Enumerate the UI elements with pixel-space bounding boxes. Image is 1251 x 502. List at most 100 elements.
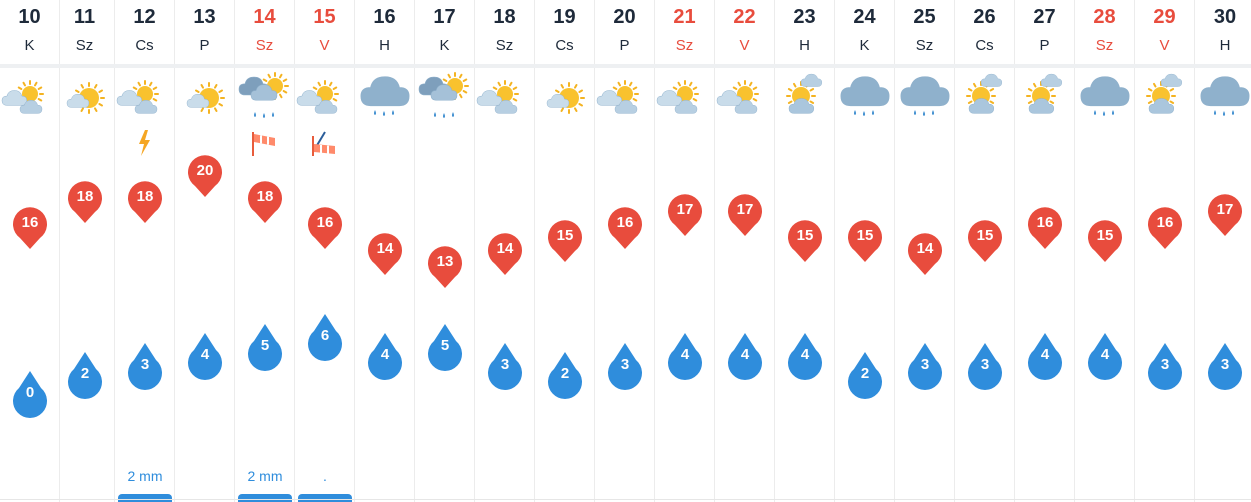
day-number: 18 <box>493 6 516 28</box>
temperature-marker: 14 <box>355 231 415 283</box>
temperature-marker: 16 <box>1135 205 1195 257</box>
raindrop-icon <box>428 323 462 371</box>
raindrop-icon <box>248 323 282 371</box>
day-column[interactable]: 25 Sz 14 3 <box>895 0 955 502</box>
raindrop-icon <box>308 314 342 361</box>
day-column[interactable]: 10 K 16 0 <box>0 0 60 502</box>
raindrop-icon <box>668 333 702 380</box>
day-number: 27 <box>1033 6 1056 28</box>
temperature-pin-icon <box>1028 207 1062 249</box>
day-number: 13 <box>193 6 216 28</box>
rain-marker: 0 <box>0 367 60 419</box>
header-separator <box>0 64 1251 68</box>
weather-icon <box>715 70 775 126</box>
day-of-week: Cs <box>135 37 154 54</box>
temperature-value: 15 <box>1096 227 1114 244</box>
day-column[interactable]: 11 Sz 18 2 <box>55 0 115 502</box>
temperature-pin-icon <box>548 220 582 262</box>
day-column[interactable]: 30 H 17 3 <box>1195 0 1251 502</box>
temperature-value: 15 <box>796 227 814 244</box>
temperature-pin-icon <box>968 220 1002 262</box>
day-number: 10 <box>18 6 41 28</box>
temperature-pin-icon <box>68 181 102 223</box>
temperature-value: 15 <box>976 227 994 244</box>
day-column[interactable]: 23 H 15 4 <box>775 0 835 502</box>
temperature-pin-icon <box>788 220 822 262</box>
temperature-marker: 17 <box>655 192 715 244</box>
rain-value: 2 <box>560 365 570 382</box>
rain-cloud-icon <box>360 76 410 116</box>
rain-value: 4 <box>800 346 810 363</box>
precipitation-bar <box>118 494 172 502</box>
rain-marker: 4 <box>1015 329 1075 381</box>
day-column[interactable]: 27 P 16 4 <box>1015 0 1075 502</box>
temperature-value: 13 <box>436 253 454 270</box>
rain-value: 4 <box>680 346 690 363</box>
partly-cloudy-icon <box>656 80 699 114</box>
sun-cloud-rain-icon <box>418 72 469 118</box>
weather-icon <box>355 70 415 126</box>
day-column[interactable]: 28 Sz 15 4 <box>1075 0 1135 502</box>
day-column[interactable]: 17 K 13 5 <box>415 0 475 502</box>
day-column[interactable]: 26 Cs 15 3 <box>955 0 1015 502</box>
temperature-marker: 17 <box>715 192 775 244</box>
rain-marker: 4 <box>355 329 415 381</box>
sunny-icon <box>66 82 105 114</box>
temperature-value: 20 <box>196 162 214 179</box>
temperature-value: 17 <box>676 201 694 218</box>
weather-icon <box>535 70 595 126</box>
mostly-cloudy-icon <box>966 73 1003 114</box>
rain-value: 3 <box>500 355 510 373</box>
mostly-cloudy-icon <box>1146 73 1183 114</box>
day-column[interactable]: 21 Sz 17 4 <box>655 0 715 502</box>
temperature-marker: 16 <box>1015 205 1075 257</box>
temperature-value: 18 <box>136 188 154 205</box>
rain-value: 3 <box>140 355 150 373</box>
rain-value: 5 <box>440 336 450 354</box>
rain-marker: 4 <box>775 329 835 381</box>
rain-marker: 5 <box>415 320 475 372</box>
day-of-week: Sz <box>915 37 934 54</box>
day-number: 14 <box>253 6 276 28</box>
day-column[interactable]: 15 V 16 <box>295 0 355 502</box>
day-column[interactable]: 20 P 16 3 <box>595 0 655 502</box>
raindrop-icon <box>68 352 102 399</box>
raindrop-icon <box>488 342 522 390</box>
partly-cloudy-icon <box>1 80 44 114</box>
raindrop-icon <box>368 333 402 380</box>
day-column[interactable]: 12 Cs 18 3 2 mm <box>115 0 175 502</box>
temperature-pin-icon <box>368 233 402 275</box>
rain-cloud-icon <box>900 76 950 116</box>
weather-icon <box>595 70 655 126</box>
day-column[interactable]: 29 V 16 3 <box>1135 0 1195 502</box>
day-column[interactable]: 16 H 14 4 <box>355 0 415 502</box>
rain-marker: 3 <box>1195 339 1251 391</box>
lightning-icon <box>139 130 150 156</box>
day-column[interactable]: 22 V 17 4 <box>715 0 775 502</box>
day-number: 21 <box>673 6 696 28</box>
temperature-marker: 18 <box>55 179 115 231</box>
day-column[interactable]: 19 Cs 15 2 <box>535 0 595 502</box>
temperature-pin-icon <box>1148 207 1182 249</box>
temperature-pin-icon <box>848 220 882 262</box>
rain-value: 3 <box>980 355 990 373</box>
day-number: 24 <box>853 6 876 28</box>
temperature-value: 15 <box>556 227 574 244</box>
rain-value: 6 <box>320 327 330 344</box>
bottom-divider <box>0 499 1251 500</box>
rain-marker: 3 <box>955 339 1015 391</box>
temperature-pin-icon <box>1088 220 1122 262</box>
day-number: 12 <box>133 6 156 28</box>
raindrop-icon <box>848 352 882 399</box>
day-number: 23 <box>793 6 816 28</box>
day-column[interactable]: 18 Sz 14 3 <box>475 0 535 502</box>
day-of-week: H <box>379 37 390 54</box>
temperature-value: 16 <box>616 214 634 231</box>
day-of-week: Sz <box>1095 37 1114 54</box>
weather-icon <box>655 70 715 126</box>
day-of-week: V <box>319 37 330 54</box>
day-column[interactable]: 13 P 20 4 <box>175 0 235 502</box>
day-column[interactable]: 24 K 15 2 <box>835 0 895 502</box>
rain-marker: 3 <box>115 339 175 391</box>
day-column[interactable]: 14 Sz 18 <box>235 0 295 502</box>
